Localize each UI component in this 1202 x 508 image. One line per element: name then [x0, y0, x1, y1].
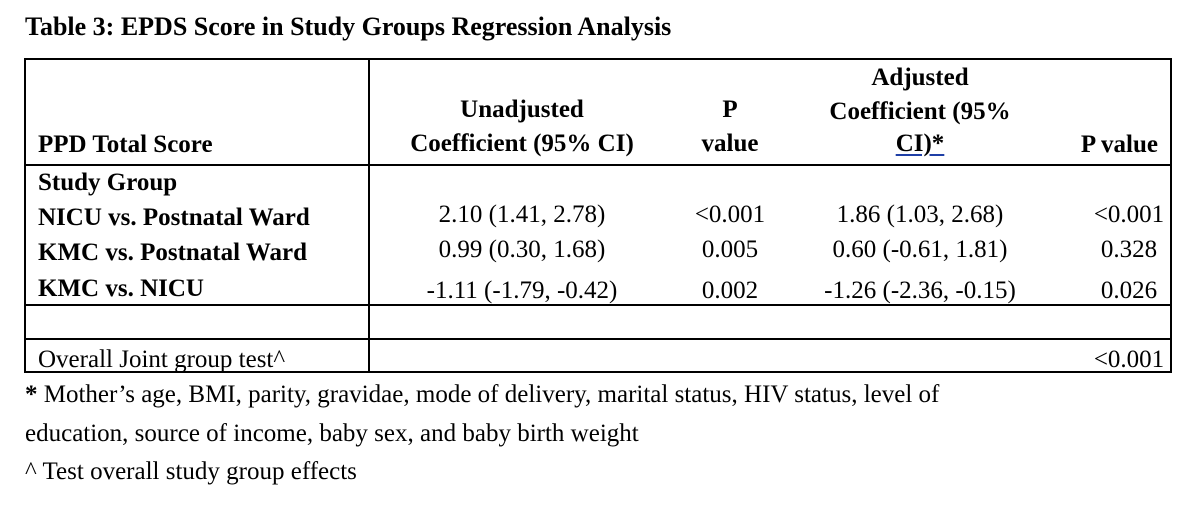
unadjusted-coefficient: 2.10 (1.41, 2.78) — [438, 201, 606, 228]
header-unadjusted-line2: Coefficient (95% CI) — [410, 130, 634, 157]
footnote-covariates-continued: education, source of income, baby sex, a… — [25, 420, 639, 447]
p-value: <0.001 — [694, 201, 766, 228]
header-divider — [26, 164, 1170, 166]
row-divider — [26, 338, 1170, 340]
unadjusted-coefficient: 0.99 (0.30, 1.68) — [438, 236, 606, 263]
row-label: NICU vs. Postnatal Ward — [38, 204, 310, 231]
footnote-covariates: * Mother’s age, BMI, parity, gravidae, m… — [25, 378, 939, 411]
overall-joint-test-p-value: <0.001 — [1093, 346, 1165, 373]
row-divider — [26, 304, 1170, 306]
header-unadjusted-line1: Unadjusted — [460, 96, 584, 123]
header-p-value-line2: value — [701, 130, 759, 157]
p-value: 0.002 — [701, 277, 759, 304]
header-p-value-adjusted: P value — [1080, 131, 1158, 158]
table-title: Table 3: EPDS Score in Study Groups Regr… — [25, 12, 672, 41]
header-adjusted-line3: CI)* — [895, 130, 945, 157]
unadjusted-coefficient: -1.11 (-1.79, -0.42) — [426, 277, 618, 304]
footnote-covariates-text: Mother’s age, BMI, parity, gravidae, mod… — [37, 381, 940, 408]
column-divider — [368, 60, 370, 371]
adjusted-p-value: 0.328 — [1100, 236, 1158, 263]
footnote-caret: ^ Test overall study group effects — [25, 458, 357, 485]
adjusted-p-value: <0.001 — [1093, 201, 1165, 228]
adjusted-p-value: 0.026 — [1100, 277, 1158, 304]
header-p-value-line1: P — [722, 96, 738, 123]
footnote-star-mark: * — [25, 381, 38, 408]
row-label: KMC vs. NICU — [38, 275, 204, 302]
p-value: 0.005 — [701, 236, 759, 263]
header-adjusted-line1: Adjusted — [871, 64, 969, 91]
regression-table: PPD Total Score Unadjusted Coefficient (… — [24, 58, 1172, 373]
study-group-label: Study Group — [38, 169, 178, 196]
adjusted-coefficient: -1.26 (-2.36, -0.15) — [824, 277, 1016, 304]
adjusted-coefficient: 1.86 (1.03, 2.68) — [836, 201, 1004, 228]
overall-joint-test-label: Overall Joint group test^ — [38, 346, 286, 373]
header-ppd-total-score: PPD Total Score — [38, 131, 213, 158]
adjusted-coefficient: 0.60 (-0.61, 1.81) — [832, 236, 1008, 263]
row-label: KMC vs. Postnatal Ward — [38, 239, 307, 266]
header-adjusted-line2: Coefficient (95% — [829, 98, 1011, 125]
